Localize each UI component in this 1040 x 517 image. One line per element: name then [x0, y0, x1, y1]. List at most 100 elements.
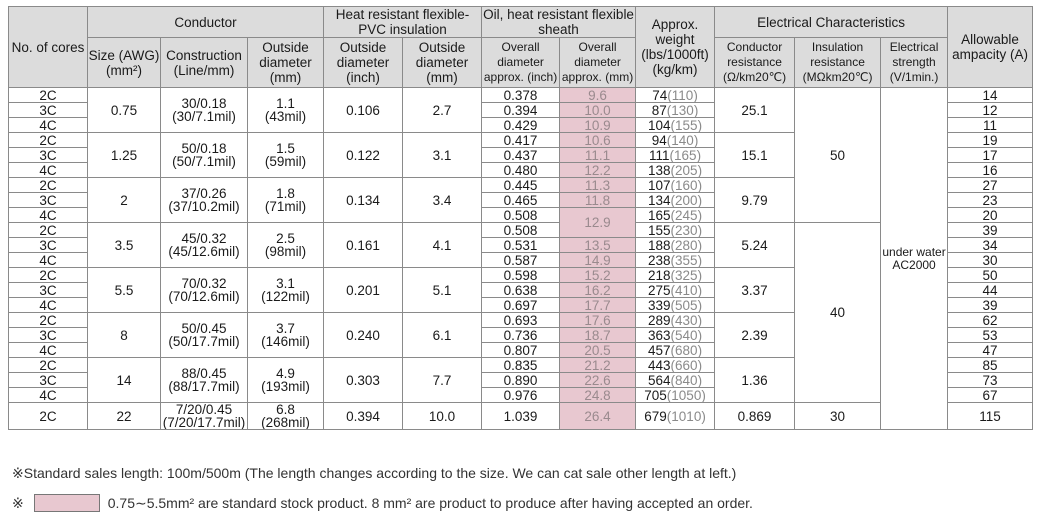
- weight-kg: (325): [670, 267, 703, 283]
- line-1: 3.7: [276, 321, 295, 336]
- sheath-od-inch-cell: 0.445: [481, 177, 561, 193]
- ampacity-cell: 39: [947, 297, 1034, 313]
- ins-od-inch-cell: 0.161: [323, 222, 404, 268]
- ampacity-cell: 16: [947, 162, 1034, 178]
- sheath-od-inch-cell: 0.531: [481, 237, 561, 253]
- table-row: 3C 0.736 18.7 363(540) 53: [8, 327, 1034, 343]
- sheath-od-mm-cell: 21.2: [559, 357, 637, 373]
- ampacity-cell: 20: [947, 207, 1034, 223]
- line-2: (98mil): [264, 244, 307, 259]
- line-2: (88/17.7mil): [168, 379, 240, 394]
- table-row: 2C 3.5 45/0.32 (45/12.6mil) 2.5 (98mil) 0.161 4…: [8, 222, 1034, 403]
- weight-kg: (505): [670, 297, 703, 313]
- outside-diameter-cell: 3.7 (146mil): [246, 312, 325, 358]
- header-insulation: Heat resistant flexible-PVC insulation: [323, 6, 483, 38]
- ampacity-cell: 23: [947, 192, 1034, 208]
- ins-od-inch-cell: 0.106: [323, 87, 404, 133]
- weight-lbs: 94: [651, 132, 667, 148]
- conductor-resistance-cell: 3.37: [714, 267, 796, 313]
- cores-cell: 2C: [8, 357, 88, 373]
- construction-cell: 30/0.18 (30/7.1mil): [160, 87, 248, 133]
- line-1: under water: [882, 244, 946, 259]
- weight-lbs: 275: [648, 282, 671, 298]
- sheath-od-mm-cell: 26.4: [559, 402, 637, 430]
- weight-kg: (1010): [666, 408, 706, 424]
- weight-lbs: 138: [648, 162, 671, 178]
- weight-kg: (140): [666, 132, 699, 148]
- cores-cell: 4C: [8, 162, 88, 178]
- ampacity-cell: 30: [947, 252, 1034, 268]
- table-row: 2C 5.5 70/0.32 (70/12.6mil) 3.1 (122mil) 0.201…: [8, 267, 1034, 313]
- ins-od-mm-cell: 7.7: [402, 357, 483, 403]
- header-conductor-resistance: Conductor resistance (Ω/km20℃): [714, 37, 796, 88]
- sheath-od-inch-cell: 0.465: [481, 192, 561, 208]
- stock-note-text: 0.75∼5.5mm² are standard stock product. …: [107, 494, 753, 511]
- sheath-od-mm-cell: 11.1: [559, 147, 637, 163]
- table-row: 3C 0.531 13.5 188(280) 34: [8, 237, 1034, 253]
- line-2: (193mil): [261, 379, 310, 394]
- line-2: (30/7.1mil): [172, 109, 236, 124]
- line-1: 7/20/0.45: [175, 402, 233, 417]
- line-2: (71mil): [264, 199, 307, 214]
- line-2: (268mil): [261, 415, 310, 430]
- size-cell: 3.5: [87, 222, 161, 268]
- weight-lbs: 104: [648, 117, 671, 133]
- sheath-od-inch-cell: 0.587: [481, 252, 561, 268]
- sheath-od-inch-cell: 0.976: [481, 387, 561, 403]
- ins-od-inch-cell: 0.303: [323, 357, 404, 403]
- ins-od-mm-cell: 2.7: [402, 87, 483, 133]
- ins-od-mm-cell: 3.4: [402, 177, 483, 223]
- sheath-od-inch-cell: 0.697: [481, 297, 561, 313]
- line-2: (50/7.1mil): [172, 154, 236, 169]
- table-row: 2C 14 88/0.45 (88/17.7mil) 4.9 (193mil) 0.303 7…: [8, 357, 1034, 403]
- header-sheath-od-inch: Overall diameter approx. (inch): [481, 37, 561, 88]
- ins-od-mm-cell: 6.1: [402, 312, 483, 358]
- conductor-resistance-cell: 1.36: [714, 357, 796, 403]
- line-1: 3.1: [276, 276, 295, 291]
- table-row: 3C 0.638 16.2 275(410) 44: [8, 282, 1034, 298]
- weight-cell: 138(205): [635, 162, 716, 178]
- sheath-od-inch-cell: 0.598: [481, 267, 561, 283]
- cores-cell: 4C: [8, 342, 88, 358]
- construction-cell: 50/0.45 (50/17.7mil): [160, 312, 248, 358]
- header-sheath: Oil, heat resistant flexible sheath: [481, 6, 637, 38]
- ins-od-mm-cell: 10.0: [402, 402, 483, 430]
- sheath-od-mm-cell: 10.6: [559, 132, 637, 148]
- weight-cell: 134(200): [635, 192, 716, 208]
- note-mark: ※: [12, 494, 24, 511]
- weight-lbs: 443: [648, 357, 671, 373]
- line-1: 1.5: [276, 141, 295, 156]
- header-electrical-strength: Electrical strength (V/1min.): [880, 37, 949, 88]
- sales-length-note: ※Standard sales length: 100m/500m (The l…: [12, 465, 737, 481]
- line-1: 1.1: [276, 96, 295, 111]
- sheath-od-inch-cell: 0.807: [481, 342, 561, 358]
- weight-lbs: 155: [648, 222, 671, 238]
- outside-diameter-cell: 1.1 (43mil): [246, 87, 325, 133]
- weight-kg: (200): [670, 192, 703, 208]
- size-cell: 8: [87, 312, 161, 358]
- table-row: 4C 0.429 10.9 104(155) 11: [8, 117, 1034, 133]
- construction-cell: 50/0.18 (50/7.1mil): [160, 132, 248, 178]
- weight-kg: (165): [669, 147, 702, 163]
- sheath-od-mm-cell: 12.2: [559, 162, 637, 178]
- sheath-od-inch-cell: 0.437: [481, 147, 561, 163]
- table-row: 4C 0.480 12.2 138(205) 16: [8, 162, 1034, 178]
- cores-cell: 4C: [8, 117, 88, 133]
- weight-cell: 107(160): [635, 177, 716, 193]
- header-insulation-resistance: Insulation resistance (MΩkm20℃): [794, 37, 882, 88]
- cores-cell: 4C: [8, 387, 88, 403]
- cores-cell: 4C: [8, 252, 88, 268]
- cores-cell: 3C: [8, 192, 88, 208]
- ampacity-cell: 50: [947, 267, 1034, 283]
- conductor-resistance-cell: 5.24: [714, 222, 796, 268]
- weight-kg: (110): [667, 87, 698, 103]
- electrical-strength-cell: under water AC2000: [880, 87, 949, 430]
- size-cell: 5.5: [87, 267, 161, 313]
- table-row: 3C 0.465 11.8 134(200) 23: [8, 192, 1034, 208]
- weight-lbs: 107: [648, 177, 671, 193]
- ampacity-cell: 73: [947, 372, 1034, 388]
- header-sheath-od-mm: Overall diameter approx. (mm): [559, 37, 637, 88]
- ampacity-cell: 47: [947, 342, 1034, 358]
- weight-lbs: 134: [648, 192, 671, 208]
- table-row: 4C 0.976 24.8 705(1050) 67: [8, 387, 1034, 403]
